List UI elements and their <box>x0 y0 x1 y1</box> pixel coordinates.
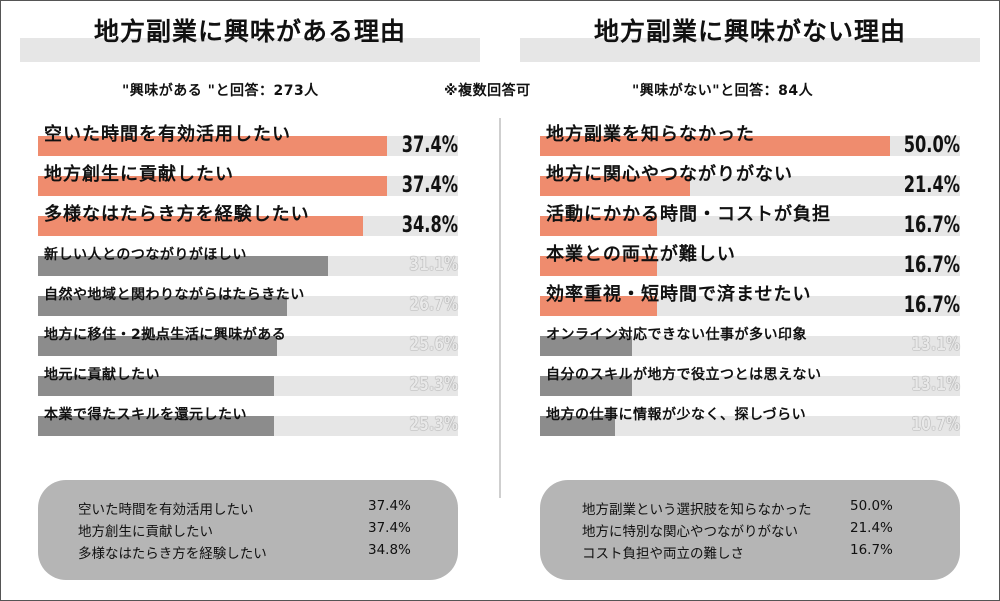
bar <box>38 176 387 196</box>
chart-title: 地方副業に興味がある理由 <box>93 17 406 46</box>
summary-value: 37.4% <box>368 498 411 514</box>
bar-value-label: 25.3% <box>409 413 458 435</box>
summary-label: 地方に特別な関心やつながりがない <box>582 524 798 540</box>
bar-value-label: 16.7% <box>903 253 960 278</box>
summary-row: 地方に特別な関心やつながりがない 21.4% <box>540 520 960 540</box>
summary-value: 37.4% <box>368 520 411 536</box>
summary-box: 空いた時間を有効活用したい 37.4% 地方創生に貢献したい 37.4% 多様な… <box>38 480 458 580</box>
bar-value-label: 37.4% <box>401 173 458 198</box>
bar-value-label: 25.6% <box>409 333 458 355</box>
bar-value-label: 25.3% <box>409 373 458 395</box>
summary-row: 多様なはたらき方を経験したい 34.8% <box>38 542 458 562</box>
summary-row: 空いた時間を有効活用したい 37.4% <box>38 498 458 518</box>
bar <box>38 256 328 276</box>
no-interest-reasons-panel: 地方副業に興味がない理由 "興味がない"と回答：84人 地方副業を知らなかった 5… <box>520 0 980 601</box>
summary-box: 地方副業という選択肢を知らなかった 50.0% 地方に特別な関心やつながりがない… <box>540 480 960 580</box>
respondent-count: "興味がない"と回答：84人 <box>632 83 814 99</box>
bar <box>540 376 632 396</box>
bar-label: 地元に貢献したい <box>44 367 160 383</box>
summary-label: 地方副業という選択肢を知らなかった <box>582 502 812 518</box>
bar-label: オンライン対応できない仕事が多い印象 <box>546 327 807 343</box>
bar-label: 自然や地域と関わりながらはたらきたい <box>44 287 305 303</box>
bar-label: 地方創生に貢献したい <box>44 164 234 185</box>
summary-label: 地方創生に貢献したい <box>78 524 213 540</box>
bar-label: 本業で得たスキルを還元したい <box>44 407 247 423</box>
summary-label: 空いた時間を有効活用したい <box>78 502 254 518</box>
bar <box>540 296 657 316</box>
bar-label: 多様なはたらき方を経験したい <box>44 204 310 225</box>
bar-label: 地方副業を知らなかった <box>546 124 755 145</box>
bar-label: 地方に移住・2拠点生活に興味がある <box>44 327 287 343</box>
bar <box>540 336 632 356</box>
bar-track <box>540 336 960 356</box>
bar <box>38 136 387 156</box>
title-band <box>520 38 980 62</box>
bar-value-label: 13.1% <box>911 373 960 395</box>
bar <box>540 176 690 196</box>
bar <box>38 376 274 396</box>
summary-value: 34.8% <box>368 542 411 558</box>
bar-value-label: 37.4% <box>401 133 458 158</box>
title-band <box>20 38 480 62</box>
bar-label: 効率重視・短時間で済ませたい <box>546 284 812 305</box>
bar-value-label: 16.7% <box>903 213 960 238</box>
summary-value: 50.0% <box>850 498 893 514</box>
bar-value-label: 34.8% <box>401 213 458 238</box>
bar-value-label: 21.4% <box>903 173 960 198</box>
bar-label: 新しい人とのつながりがほしい <box>44 247 247 263</box>
bar <box>540 416 615 436</box>
bar-value-label: 10.7% <box>911 413 960 435</box>
bar-value-label: 13.1% <box>911 333 960 355</box>
interest-reasons-panel: 地方副業に興味がある理由 "興味がある "と回答：273人 空いた時間を有効活用… <box>20 0 480 601</box>
panel-divider <box>499 118 501 498</box>
bar <box>38 416 274 436</box>
summary-row: 地方副業という選択肢を知らなかった 50.0% <box>540 498 960 518</box>
bar-label: 地方に関心やつながりがない <box>546 164 793 185</box>
bar-label: 本業との両立が難しい <box>546 244 736 265</box>
bar-label: 空いた時間を有効活用したい <box>44 124 291 145</box>
summary-row: コスト負担や両立の難しさ 16.7% <box>540 542 960 562</box>
summary-label: 多様なはたらき方を経験したい <box>78 546 267 562</box>
bar-value-label: 16.7% <box>903 293 960 318</box>
bar <box>38 296 287 316</box>
bar-label: 活動にかかる時間・コストが負担 <box>546 204 831 225</box>
summary-label: コスト負担や両立の難しさ <box>582 546 744 562</box>
bar <box>540 136 890 156</box>
bar-track <box>540 376 960 396</box>
bar <box>38 216 363 236</box>
bar-value-label: 26.7% <box>409 293 458 315</box>
bar-label: 自分のスキルが地方で役立つとは思えない <box>546 367 822 383</box>
bar-value-label: 50.0% <box>903 133 960 158</box>
bar-track <box>540 416 960 436</box>
bar <box>540 216 657 236</box>
multiple-answers-note: ※複数回答可 <box>444 83 531 99</box>
bar <box>540 256 657 276</box>
chart-title: 地方副業に興味がない理由 <box>593 17 906 46</box>
bar <box>38 336 277 356</box>
summary-value: 21.4% <box>850 520 893 536</box>
summary-row: 地方創生に貢献したい 37.4% <box>38 520 458 540</box>
summary-value: 16.7% <box>850 542 893 558</box>
bar-label: 地方の仕事に情報が少なく、探しづらい <box>546 407 807 423</box>
bar-value-label: 31.1% <box>409 253 458 275</box>
respondent-count: "興味がある "と回答：273人 <box>122 83 319 99</box>
